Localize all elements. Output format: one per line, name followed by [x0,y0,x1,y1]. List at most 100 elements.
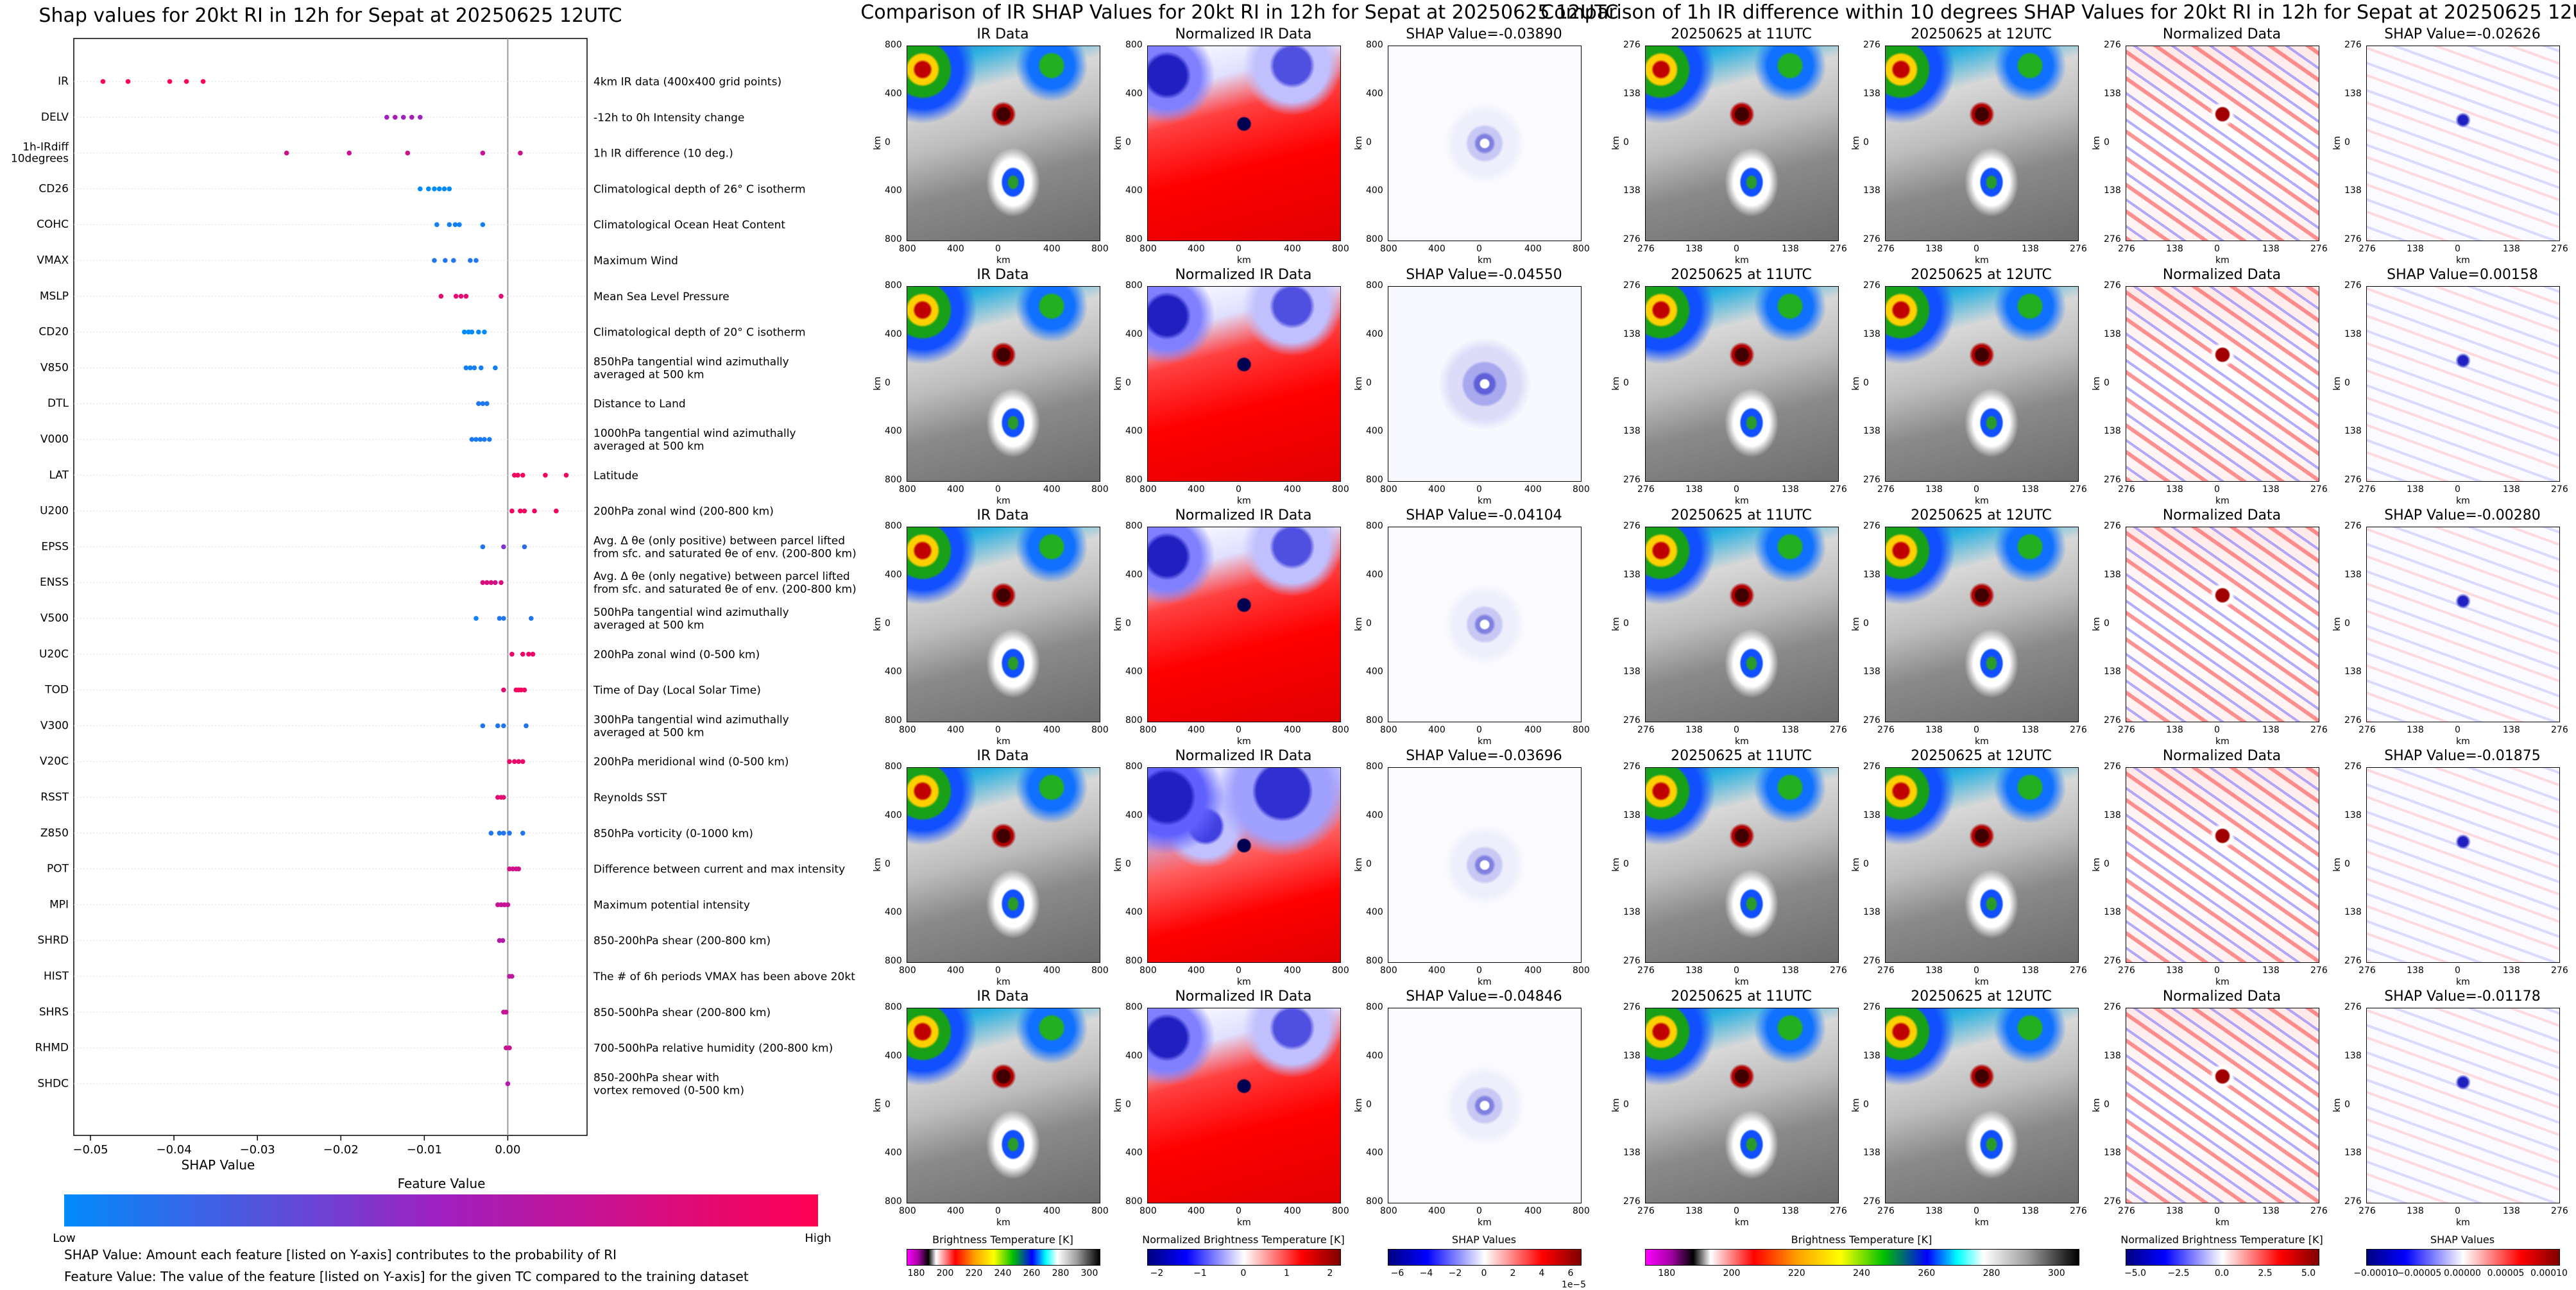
x-axis-label: km [1975,496,1989,506]
x-axis-label: km [1735,736,1749,747]
y-tick-label: 0 [2104,858,2110,869]
panel-title: SHAP Value=-0.02626 [2384,26,2541,42]
x-tick-label: 276 [1830,1206,1847,1216]
x-tick-label: 0 [1734,1206,1739,1216]
y-tick-label: 276 [2104,956,2121,966]
shap-point [346,150,352,156]
feature-description-line: Distance to Land [593,398,686,411]
x-tick-label: 800 [899,484,916,495]
x-tick-label: 0 [1734,725,1739,735]
x-tick-label: 0 [2214,725,2220,735]
y-tick-label: 0 [1863,377,1869,388]
x-axis-label: km [1237,496,1251,506]
y-tick-label: 400 [885,1050,902,1061]
x-tick-label: 400 [1284,965,1301,976]
colorbar-tick-label: 260 [1918,1268,1936,1278]
x-tick-label: 0 [995,484,1001,495]
feature-name-line: V000 [40,433,69,446]
x-tick-label: 276 [2310,725,2328,735]
shap-point [522,544,527,550]
shap-point [409,115,414,120]
y-tick-label: 138 [1863,88,1881,99]
colorbar-tick-label: 4 [1539,1268,1545,1278]
x-tick-label: −0.02 [323,1143,359,1157]
x-axis-label: km [2215,496,2230,506]
y-tick-label: 276 [2104,234,2121,244]
y-axis-label: km [1610,857,1621,872]
colorbar-tick-label: 0.00000 [2444,1268,2481,1278]
feature-description-line: vortex removed (0-500 km) [593,1084,744,1097]
shap-plot-frame [73,38,588,1136]
shap-point [500,938,506,943]
y-tick-label: 800 [1366,956,1383,966]
x-axis-label: km [1735,255,1749,266]
y-axis-label: km [1610,135,1621,150]
y-tick-label: 400 [885,907,902,918]
y-tick-label: 276 [1863,1002,1881,1012]
y-axis-label: km [1353,376,1364,391]
x-tick-label: 138 [1782,484,1799,495]
y-tick-label: 138 [1863,1050,1881,1061]
y-axis-label: km [2091,616,2102,631]
map-image [1645,46,1839,241]
feature-description-line: 1000hPa tangential wind azimuthally [593,427,796,440]
colorbar-tick-label: 220 [1787,1268,1805,1278]
shap-point [501,831,506,836]
x-tick-label: 276 [1877,1206,1895,1216]
x-tick-label: 800 [1139,244,1157,254]
y-tick-label: 0 [1366,377,1372,388]
shap-point [480,580,486,585]
feature-name-label: IR [58,75,69,88]
y-tick-label: 138 [1623,666,1641,677]
x-tick-label: 276 [2358,244,2376,254]
y-tick-label: 138 [2344,1148,2362,1158]
x-tick-label: 138 [2022,244,2039,254]
shap-point [516,759,522,764]
y-axis-label: km [2332,1098,2342,1112]
x-tick-label: 800 [1091,484,1109,495]
y-axis-label: km [1610,616,1621,631]
x-tick-label: 0 [995,725,1001,735]
x-tick-label: 276 [2070,965,2087,976]
panel-title: SHAP Value=-0.04550 [1406,267,1562,283]
y-tick-label: 276 [1623,475,1641,485]
panel-title: 20250625 at 12UTC [1911,507,2052,523]
shap-point [432,258,437,263]
colorbar-tick-label: −2.5 [2167,1268,2190,1278]
map-image [907,1008,1100,1203]
panel-title: 20250625 at 11UTC [1671,507,1812,523]
feature-value-colorbar-title: Feature Value [398,1176,486,1191]
shap-point [452,222,458,228]
y-tick-label: 138 [2104,328,2121,339]
x-tick-label: −0.01 [407,1143,442,1157]
shap-point [458,294,464,299]
feature-name-line: RHMD [35,1042,69,1055]
feature-description-line: 850hPa tangential wind azimuthally [593,355,789,368]
x-axis-label: km [1735,496,1749,506]
y-tick-label: 138 [1863,1148,1881,1158]
y-axis-label: km [2091,857,2102,872]
y-tick-label: 0 [1366,858,1372,869]
x-tick-label: 800 [899,725,916,735]
y-tick-label: 276 [1863,280,1881,291]
x-tick-label: 800 [1332,484,1349,495]
shap-point [507,831,512,836]
shap-point [477,437,483,442]
y-tick-label: 276 [1623,761,1641,772]
x-tick-label: 800 [1573,965,1590,976]
feature-name-label: V850 [40,361,69,374]
shap-point [480,222,486,228]
x-axis-label: km [1975,977,1989,987]
y-axis-label: km [1353,857,1364,872]
y-tick-label: 800 [1125,761,1143,772]
panel-title: SHAP Value=0.00158 [2387,267,2538,283]
shap-point [473,437,479,442]
x-tick-label: 400 [1188,1206,1205,1216]
feature-description-line: 850-200hPa shear (200-800 km) [593,935,771,947]
feature-description-label: 850hPa vorticity (0-1000 km) [593,827,753,840]
feature-name-line: SHRD [38,934,69,947]
x-tick-label: 800 [1332,725,1349,735]
footnote-shap-value: SHAP Value: Amount each feature [listed … [64,1247,617,1262]
colorbar-title: SHAP Values [1451,1234,1517,1246]
panel-title: SHAP Value=-0.01178 [2384,989,2541,1005]
